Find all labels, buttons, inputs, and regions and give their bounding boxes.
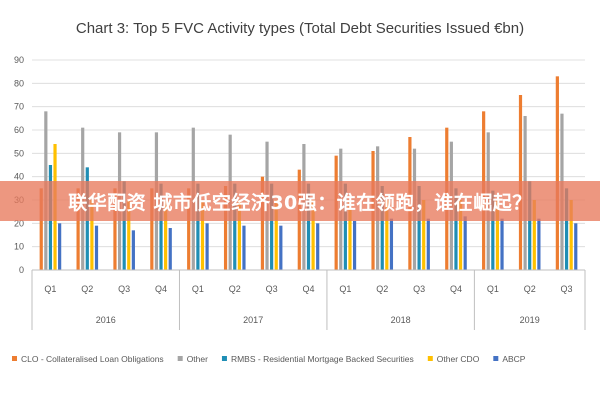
bar-rmbs bbox=[528, 181, 532, 270]
legend-swatch bbox=[427, 356, 433, 361]
bar-rmbs bbox=[233, 183, 237, 270]
x-tick-label: Q2 bbox=[229, 284, 241, 294]
x-tick-label: Q4 bbox=[450, 284, 462, 294]
bar-other bbox=[311, 200, 315, 270]
bar-rmbs bbox=[306, 183, 311, 270]
legend-label: RMBS - Residential Mortgage Backed Secur… bbox=[231, 354, 414, 364]
x-tick-label: Q1 bbox=[192, 284, 204, 294]
bar-rmbs bbox=[380, 186, 384, 270]
bar-abcp bbox=[426, 218, 430, 270]
y-axis-ticks: 0102030405060708090 bbox=[14, 55, 24, 275]
year-group-label: 2019 bbox=[520, 315, 540, 325]
bar-abcp bbox=[168, 228, 172, 270]
chart-title: Chart 3: Top 5 FVC Activity types (Total… bbox=[76, 20, 524, 37]
bar-abcp bbox=[389, 218, 394, 270]
bar-rmbs bbox=[343, 183, 347, 270]
x-tick-label: Q2 bbox=[81, 284, 93, 294]
x-tick-label: Q3 bbox=[561, 284, 573, 294]
y-tick-label: 50 bbox=[14, 148, 24, 158]
bar-abcp bbox=[58, 223, 62, 270]
y-tick-label: 60 bbox=[14, 125, 24, 135]
bar-abcp bbox=[279, 225, 283, 270]
bar-abcp bbox=[537, 218, 541, 270]
bar-other bbox=[422, 200, 426, 270]
x-axis: Q1 Q2 Q3 Q4 Q1 Q2 Q3 Q4 Q1 Q2 Q3 Q4 Q1 Q2 Q3 2016 2017 20… bbox=[31, 269, 586, 330]
bar-clo bbox=[555, 76, 559, 270]
bar-other bbox=[348, 200, 352, 270]
x-tick-label: Q3 bbox=[266, 284, 278, 294]
x-tick-label: Q2 bbox=[376, 284, 388, 294]
bar-abcp bbox=[316, 223, 320, 270]
y-tick-label: 20 bbox=[14, 218, 24, 228]
overlay-banner: 联华配资 城市低空经济30强：谁在领跑，谁在崛起？ bbox=[0, 181, 600, 221]
banner-text: 联华配资 城市低空经济30强：谁在领跑，谁在崛起？ bbox=[68, 191, 532, 214]
x-tick-label: Q1 bbox=[44, 284, 56, 294]
bar-abcp bbox=[131, 230, 135, 270]
bar-other bbox=[200, 200, 205, 270]
bar-rmbs bbox=[564, 188, 569, 270]
x-tick-label: Q3 bbox=[118, 284, 130, 294]
x-tick-label: Q1 bbox=[339, 284, 351, 294]
legend-label: Other bbox=[187, 354, 208, 364]
bar-other bbox=[569, 200, 573, 270]
bar-rmbs bbox=[491, 190, 495, 270]
y-tick-label: 10 bbox=[14, 242, 24, 252]
legend-swatch bbox=[177, 356, 183, 361]
x-tick-label: Q4 bbox=[155, 284, 167, 294]
bar-rmbs bbox=[454, 188, 458, 270]
y-tick-label: 80 bbox=[14, 78, 24, 88]
legend: CLO - Collateralised Loan Obligations Oth… bbox=[12, 354, 526, 364]
bar-clo bbox=[76, 188, 80, 270]
bar-clo bbox=[223, 186, 228, 270]
bar-clo bbox=[150, 188, 154, 270]
bar-other bbox=[458, 200, 463, 270]
bar-other bbox=[164, 200, 168, 270]
year-group-label: 2016 bbox=[96, 315, 116, 325]
bar-clo bbox=[260, 176, 265, 270]
y-tick-label: 70 bbox=[14, 102, 24, 112]
y-tick-label: 40 bbox=[14, 172, 24, 182]
bar-clo bbox=[39, 188, 43, 270]
bar-abcp bbox=[500, 218, 504, 270]
bar-abcp bbox=[574, 223, 578, 270]
y-tick-label: 90 bbox=[14, 55, 24, 65]
bars bbox=[39, 76, 578, 271]
y-tick-label: 0 bbox=[19, 265, 24, 275]
x-tick-label: Q3 bbox=[413, 284, 425, 294]
bar-other bbox=[532, 200, 536, 270]
bar-rmbs bbox=[122, 181, 126, 270]
bar-other bbox=[274, 200, 278, 270]
bar-rmbs bbox=[159, 183, 163, 270]
year-group-label: 2017 bbox=[243, 315, 263, 325]
legend-swatch bbox=[12, 356, 17, 361]
x-tick-label: Q1 bbox=[487, 284, 499, 294]
bar-abcp bbox=[205, 223, 209, 270]
bar-other bbox=[385, 200, 389, 270]
legend-label: Other CDO bbox=[437, 354, 480, 364]
bar-abcp bbox=[94, 225, 99, 270]
bar-other bbox=[90, 200, 94, 270]
bar-clo bbox=[113, 188, 117, 270]
bar-abcp bbox=[352, 221, 357, 270]
legend-swatch bbox=[221, 356, 227, 361]
bar-other bbox=[237, 200, 241, 270]
bar-rmbs bbox=[270, 183, 274, 270]
x-tick-label: Q4 bbox=[302, 284, 314, 294]
bar-abcp bbox=[242, 225, 246, 270]
bar-rmbs bbox=[196, 183, 200, 270]
bar-other bbox=[495, 200, 500, 270]
bar-rmbs bbox=[417, 186, 421, 270]
legend-swatch bbox=[493, 356, 499, 361]
legend-label: CLO - Collateralised Loan Obligations bbox=[21, 354, 164, 364]
legend-label: ABCP bbox=[502, 354, 525, 364]
bar-other bbox=[127, 200, 131, 270]
bar-clo bbox=[187, 188, 191, 270]
bar-abcp bbox=[463, 216, 467, 270]
year-group-label: 2018 bbox=[391, 315, 411, 325]
x-tick-label: Q2 bbox=[524, 284, 536, 294]
